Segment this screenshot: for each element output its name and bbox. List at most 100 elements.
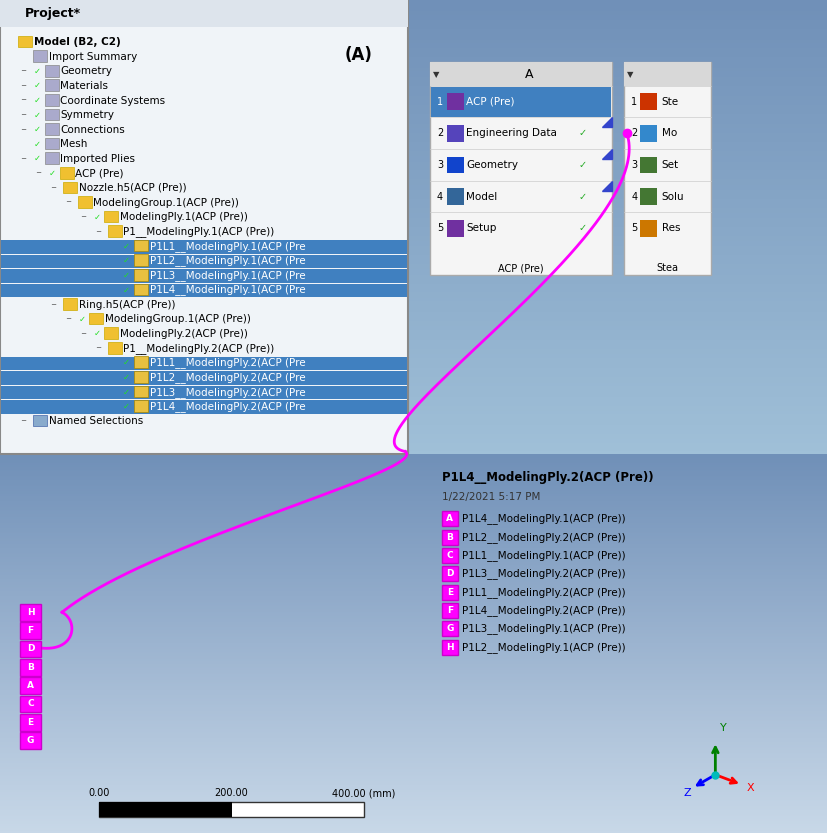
Text: ✓: ✓ <box>579 160 587 170</box>
Text: ModelingPly.2(ACP (Pre)): ModelingPly.2(ACP (Pre)) <box>120 329 248 339</box>
Text: P1__ModelingPly.2(ACP (Pre)): P1__ModelingPly.2(ACP (Pre)) <box>123 343 275 354</box>
FancyBboxPatch shape <box>442 603 458 618</box>
Text: ▼: ▼ <box>433 70 439 78</box>
Text: ACP (Pre): ACP (Pre) <box>466 97 515 107</box>
FancyBboxPatch shape <box>20 696 41 712</box>
FancyBboxPatch shape <box>1 240 407 253</box>
FancyBboxPatch shape <box>20 604 41 621</box>
Text: A: A <box>447 515 453 523</box>
Text: Geometry: Geometry <box>466 160 519 170</box>
Text: X: X <box>747 783 754 793</box>
Text: 3: 3 <box>437 160 443 170</box>
Text: ✓: ✓ <box>34 96 41 105</box>
Polygon shape <box>602 181 612 191</box>
Text: ✓: ✓ <box>123 358 130 367</box>
Text: (A): (A) <box>344 46 372 64</box>
Text: ─: ─ <box>36 171 41 177</box>
FancyBboxPatch shape <box>108 225 122 237</box>
Text: G: G <box>447 625 453 633</box>
FancyBboxPatch shape <box>640 93 657 110</box>
FancyBboxPatch shape <box>447 157 464 173</box>
Text: ✓: ✓ <box>79 315 85 324</box>
Text: G: G <box>27 736 34 745</box>
Text: 1/22/2021 5:17 PM: 1/22/2021 5:17 PM <box>442 492 541 502</box>
Text: ─: ─ <box>66 200 70 206</box>
FancyBboxPatch shape <box>442 548 458 563</box>
Text: Setup: Setup <box>466 223 497 233</box>
Text: ─: ─ <box>51 302 55 307</box>
Text: 4: 4 <box>631 192 638 202</box>
Text: Res: Res <box>662 223 680 233</box>
Text: 200.00: 200.00 <box>215 788 248 798</box>
Text: F: F <box>27 626 34 635</box>
Text: P1L3__ModelingPly.2(ACP (Pre: P1L3__ModelingPly.2(ACP (Pre <box>150 387 305 397</box>
Text: P1L2__ModelingPly.1(ACP (Pre)): P1L2__ModelingPly.1(ACP (Pre)) <box>462 641 626 653</box>
Text: Solu: Solu <box>662 192 684 202</box>
Text: Mesh: Mesh <box>60 139 88 149</box>
FancyBboxPatch shape <box>20 659 41 676</box>
Text: P1L1__ModelingPly.2(ACP (Pre: P1L1__ModelingPly.2(ACP (Pre <box>150 357 305 368</box>
FancyBboxPatch shape <box>20 714 41 731</box>
Text: ACP (Pre): ACP (Pre) <box>498 263 544 273</box>
FancyBboxPatch shape <box>442 585 458 600</box>
FancyBboxPatch shape <box>447 93 464 110</box>
FancyBboxPatch shape <box>640 125 657 142</box>
FancyBboxPatch shape <box>45 152 59 164</box>
Text: Geometry: Geometry <box>60 67 112 77</box>
Text: 5: 5 <box>631 223 638 233</box>
Text: 2: 2 <box>437 128 443 138</box>
FancyBboxPatch shape <box>89 312 103 324</box>
FancyBboxPatch shape <box>134 254 148 266</box>
Text: E: E <box>27 718 34 726</box>
Text: Set: Set <box>662 160 679 170</box>
FancyBboxPatch shape <box>0 0 408 454</box>
Text: A: A <box>27 681 34 690</box>
Text: C: C <box>447 551 453 560</box>
Text: ✓: ✓ <box>123 271 130 280</box>
FancyBboxPatch shape <box>20 732 41 749</box>
Text: ✓: ✓ <box>123 387 130 397</box>
FancyBboxPatch shape <box>447 125 464 142</box>
FancyBboxPatch shape <box>18 36 32 47</box>
Text: Engineering Data: Engineering Data <box>466 128 557 138</box>
FancyBboxPatch shape <box>1 401 407 414</box>
Text: ✓: ✓ <box>579 223 587 233</box>
Text: ✓: ✓ <box>123 242 130 251</box>
Text: ✓: ✓ <box>34 125 41 134</box>
Text: ─: ─ <box>96 346 100 352</box>
FancyBboxPatch shape <box>447 220 464 237</box>
Text: ─: ─ <box>22 418 26 424</box>
Text: ─: ─ <box>96 229 100 235</box>
Text: D: D <box>26 645 35 653</box>
Text: Materials: Materials <box>60 81 108 91</box>
Text: P1L4__ModelingPly.2(ACP (Pre)): P1L4__ModelingPly.2(ACP (Pre)) <box>462 605 626 616</box>
FancyBboxPatch shape <box>1 357 407 370</box>
Text: Z: Z <box>684 788 691 798</box>
Text: 3: 3 <box>631 160 638 170</box>
Text: ModelingPly.1(ACP (Pre)): ModelingPly.1(ACP (Pre)) <box>120 212 248 222</box>
FancyBboxPatch shape <box>0 0 408 27</box>
FancyBboxPatch shape <box>640 220 657 237</box>
Text: Ste: Ste <box>662 97 679 107</box>
Text: E: E <box>447 588 453 596</box>
Text: Nozzle.h5(ACP (Pre)): Nozzle.h5(ACP (Pre)) <box>79 183 186 193</box>
FancyBboxPatch shape <box>20 622 41 639</box>
Text: ─: ─ <box>22 83 26 89</box>
FancyBboxPatch shape <box>624 62 711 275</box>
FancyBboxPatch shape <box>442 530 458 545</box>
FancyBboxPatch shape <box>442 511 458 526</box>
Text: Import Summary: Import Summary <box>49 52 137 62</box>
Text: P1L3__ModelingPly.2(ACP (Pre)): P1L3__ModelingPly.2(ACP (Pre)) <box>462 568 626 580</box>
Text: P1L3__ModelingPly.1(ACP (Pre: P1L3__ModelingPly.1(ACP (Pre <box>150 270 305 281</box>
Text: ✓: ✓ <box>579 192 587 202</box>
Polygon shape <box>602 149 612 159</box>
FancyBboxPatch shape <box>431 87 611 117</box>
Text: 400.00 (mm): 400.00 (mm) <box>332 788 395 798</box>
Text: 5: 5 <box>437 223 443 233</box>
Text: ✓: ✓ <box>34 154 41 163</box>
Text: ✓: ✓ <box>579 128 587 138</box>
Text: ─: ─ <box>81 331 85 337</box>
FancyBboxPatch shape <box>1 255 407 268</box>
Text: ─: ─ <box>22 68 26 74</box>
FancyBboxPatch shape <box>134 386 148 397</box>
